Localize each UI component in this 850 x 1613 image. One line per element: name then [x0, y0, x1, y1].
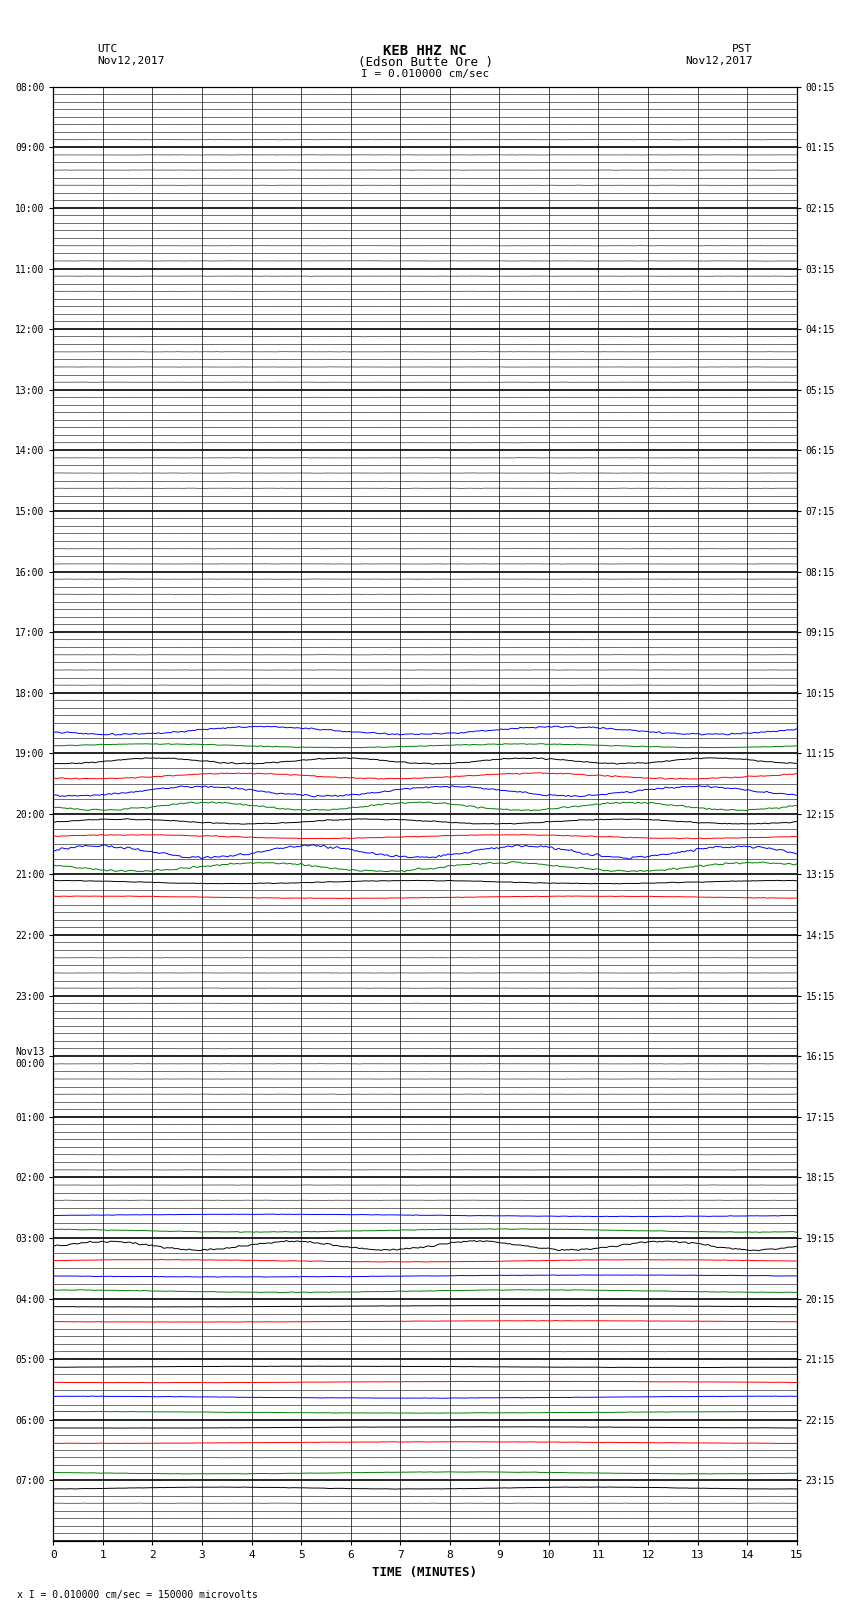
Text: KEB HHZ NC: KEB HHZ NC [383, 44, 467, 58]
X-axis label: TIME (MINUTES): TIME (MINUTES) [372, 1566, 478, 1579]
Text: PST: PST [732, 44, 752, 55]
Text: x I = 0.010000 cm/sec = 150000 microvolts: x I = 0.010000 cm/sec = 150000 microvolt… [17, 1590, 258, 1600]
Text: I = 0.010000 cm/sec: I = 0.010000 cm/sec [361, 69, 489, 79]
Text: Nov12,2017: Nov12,2017 [98, 56, 165, 66]
Text: UTC: UTC [98, 44, 118, 55]
Text: Nov12,2017: Nov12,2017 [685, 56, 752, 66]
Text: (Edson Butte Ore ): (Edson Butte Ore ) [358, 56, 492, 69]
